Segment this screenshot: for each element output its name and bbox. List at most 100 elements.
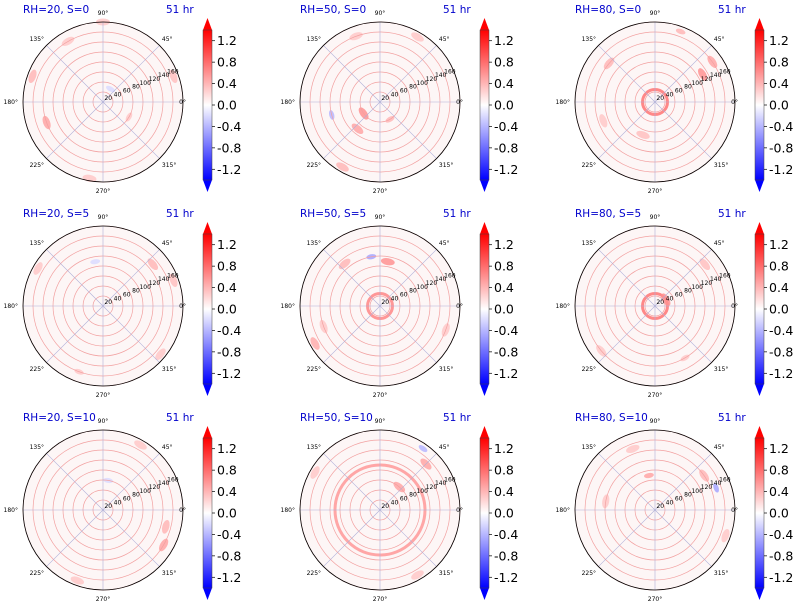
r-tick-label: 160 bbox=[444, 68, 456, 75]
theta-tick-label: 315° bbox=[714, 162, 728, 169]
colorbar-tick-label: 0.4 bbox=[769, 76, 789, 91]
heatmap-cell bbox=[28, 69, 37, 84]
panel-time-label: 51 hr bbox=[166, 208, 194, 220]
r-tick-label: 100 bbox=[691, 284, 703, 291]
heatmap-cell bbox=[661, 293, 671, 307]
angular-gridline bbox=[654, 101, 712, 159]
r-tick-label: 120 bbox=[701, 484, 713, 491]
colorbar-tick-label: -1.2 bbox=[217, 366, 241, 381]
r-tick-label: 80 bbox=[684, 84, 692, 91]
theta-tick-label: 315° bbox=[439, 162, 453, 169]
theta-tick-label: 315° bbox=[439, 366, 453, 373]
polar-panel: 0°45°90°135°180°225°270°315°204060801001… bbox=[556, 208, 794, 399]
heatmap-cell bbox=[411, 32, 424, 42]
r-tick-label: 80 bbox=[132, 492, 140, 499]
theta-tick-label: 90° bbox=[650, 214, 661, 221]
colorbar-gradient bbox=[203, 234, 212, 384]
angular-gridline bbox=[598, 453, 656, 511]
colorbar-tick-label: -1.2 bbox=[494, 366, 518, 381]
polar-panel: 0°45°90°135°180°225°270°315°204060801001… bbox=[556, 4, 794, 195]
theta-tick-label: 135° bbox=[30, 240, 44, 247]
colorbar-tick-label: 1.2 bbox=[217, 441, 237, 456]
theta-tick-label: 45° bbox=[162, 240, 173, 247]
theta-tick-label: 225° bbox=[30, 570, 44, 577]
heatmap-cell bbox=[90, 259, 101, 265]
r-tick-label: 40 bbox=[114, 295, 122, 302]
polar-frame bbox=[299, 429, 461, 591]
r-tick-label: 100 bbox=[691, 488, 703, 495]
angular-gridline bbox=[323, 509, 381, 567]
colorbar-tick-label: -1.2 bbox=[494, 570, 518, 585]
panel-time-label: 51 hr bbox=[166, 412, 194, 424]
angular-gridline bbox=[46, 305, 104, 363]
polar-panel: 0°45°90°135°180°225°270°315°204060801001… bbox=[281, 208, 519, 399]
theta-tick-label: 225° bbox=[582, 162, 596, 169]
colorbar-tick-label: -0.4 bbox=[494, 527, 518, 542]
angular-gridline bbox=[598, 509, 656, 567]
theta-tick-label: 315° bbox=[162, 366, 176, 373]
r-tick-label: 140 bbox=[435, 72, 447, 79]
angular-gridline bbox=[323, 305, 381, 363]
theta-tick-label: 180° bbox=[4, 303, 18, 310]
colorbar-tick-label: -1.2 bbox=[769, 366, 793, 381]
angular-gridline bbox=[598, 45, 656, 103]
r-tick-label: 140 bbox=[710, 276, 722, 283]
panel-title: RH=80, S=5 bbox=[575, 208, 641, 220]
r-tick-label: 60 bbox=[675, 496, 683, 503]
colorbar: 1.2 0.8 0.4 0.0 -0.4 -0.8 -1.2 bbox=[479, 426, 518, 600]
panel-title: RH=80, S=0 bbox=[575, 4, 641, 16]
r-tick-label: 100 bbox=[139, 284, 151, 291]
panel-title: RH=20, S=5 bbox=[23, 208, 89, 220]
heatmap-cell bbox=[310, 466, 320, 479]
theta-tick-label: 270° bbox=[96, 392, 110, 399]
heatmap-cell bbox=[643, 472, 654, 479]
r-tick-label: 100 bbox=[139, 488, 151, 495]
r-tick-label: 60 bbox=[400, 496, 408, 503]
heatmap-cell bbox=[626, 444, 640, 453]
theta-tick-label: 45° bbox=[162, 444, 173, 451]
theta-tick-label: 225° bbox=[307, 162, 321, 169]
r-tick-label: 80 bbox=[409, 84, 417, 91]
r-tick-label: 160 bbox=[444, 476, 456, 483]
colorbar: 1.2 0.8 0.4 0.0 -0.4 -0.8 -1.2 bbox=[202, 426, 241, 600]
colorbar-tick-label: -0.8 bbox=[494, 548, 518, 563]
colorbar-tick-label: 1.2 bbox=[494, 441, 514, 456]
r-tick-label: 40 bbox=[114, 499, 122, 506]
angular-gridline bbox=[379, 45, 437, 103]
heatmap-cell bbox=[336, 162, 349, 172]
heatmap-cell bbox=[134, 440, 147, 450]
colorbar-tick-label: -0.4 bbox=[769, 323, 793, 338]
polar-frame bbox=[22, 21, 184, 183]
colorbar-tick-label: 0.8 bbox=[769, 55, 789, 70]
theta-tick-label: 0° bbox=[179, 99, 186, 106]
r-tick-label: 20 bbox=[381, 95, 389, 102]
colorbar-tick-label: 1.2 bbox=[217, 237, 237, 252]
polar-panel: 0°45°90°135°180°225°270°315°204060801001… bbox=[4, 4, 242, 195]
colorbar-tick-label: 1.2 bbox=[494, 33, 514, 48]
colorbar: 1.2 0.8 0.4 0.0 -0.4 -0.8 -1.2 bbox=[479, 18, 518, 192]
colorbar-gradient bbox=[755, 30, 764, 180]
panel-title: RH=20, S=0 bbox=[23, 4, 89, 16]
r-tick-label: 20 bbox=[656, 95, 664, 102]
r-tick-label: 120 bbox=[149, 280, 161, 287]
heatmap-cell bbox=[169, 273, 178, 288]
angular-gridline bbox=[598, 249, 656, 307]
theta-tick-label: 315° bbox=[162, 570, 176, 577]
heatmap-cell bbox=[699, 258, 711, 271]
theta-tick-label: 270° bbox=[373, 392, 387, 399]
r-tick-label: 140 bbox=[435, 480, 447, 487]
r-tick-label: 120 bbox=[149, 76, 161, 83]
colorbar-max-extend bbox=[480, 222, 489, 234]
r-tick-label: 140 bbox=[158, 276, 170, 283]
panel-title: RH=50, S=10 bbox=[300, 412, 373, 424]
theta-tick-label: 90° bbox=[98, 10, 109, 17]
r-tick-label: 100 bbox=[416, 488, 428, 495]
theta-tick-label: 180° bbox=[4, 99, 18, 106]
r-tick-label: 140 bbox=[710, 480, 722, 487]
polar-frame bbox=[22, 429, 184, 591]
colorbar-min-extend bbox=[203, 588, 212, 600]
r-tick-label: 20 bbox=[656, 299, 664, 306]
r-tick-label: 60 bbox=[123, 88, 131, 95]
colorbar-min-extend bbox=[203, 384, 212, 396]
theta-tick-label: 180° bbox=[556, 99, 570, 106]
